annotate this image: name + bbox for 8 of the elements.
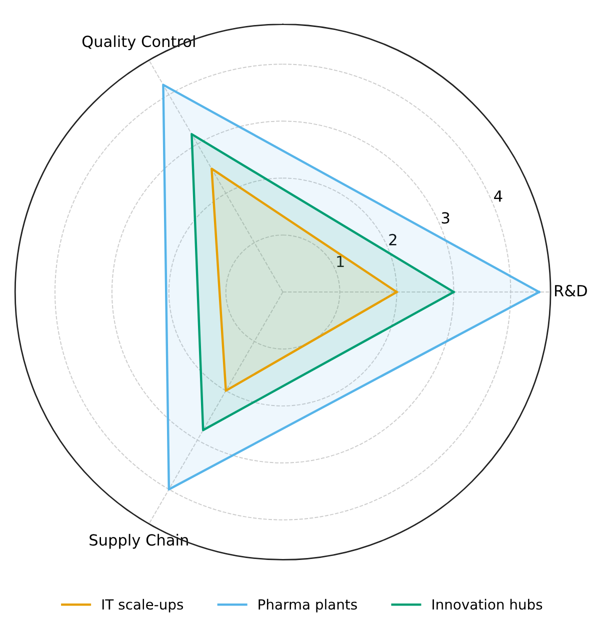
- y-tick-label: 3: [442, 212, 450, 224]
- y-tick-label: 2: [389, 234, 396, 246]
- legend-label: IT scale-ups: [102, 598, 184, 612]
- spoke-label: R&D: [555, 284, 587, 296]
- legend-label: Pharma plants: [258, 598, 357, 612]
- legend-label: Innovation hubs: [432, 598, 542, 610]
- y-tick-label: 4: [494, 190, 502, 202]
- y-tick-label: 1: [337, 256, 344, 268]
